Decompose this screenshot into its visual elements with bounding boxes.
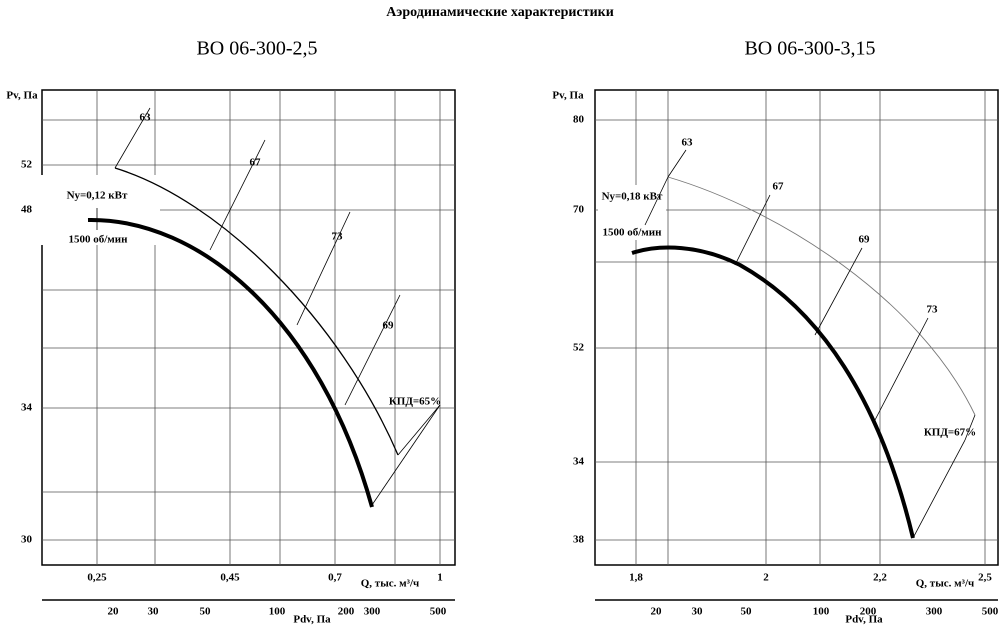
panel-title: ВО 06-300-2,5	[196, 38, 317, 60]
y-axis-label: Pv, Па	[552, 90, 584, 102]
pdv-tick-label: 30	[692, 606, 704, 618]
y-tick-label: 70	[573, 204, 585, 216]
q-axis-label: Q, тыс. м³/ч	[361, 578, 419, 590]
panel-right: ВО 06-300-3,15 Pv, Па 80 70 52 34 38 1,8 2 2,2 2,5…	[552, 38, 999, 626]
q-tick-label: 0,25	[87, 572, 107, 584]
panel-left: ВО 06-300-2,5 Pv, Па 52 48 34 30 0,25 0,45 0,7 1 Q…	[6, 38, 456, 626]
efficiency-label: 69	[383, 320, 395, 332]
panel-title: ВО 06-300-3,15	[744, 38, 875, 60]
main-title: Аэродинамические характеристики	[386, 5, 614, 20]
q-tick-label: 2	[763, 572, 769, 584]
pdv-tick-label: 20	[108, 606, 120, 618]
q-tick-label: 1,8	[629, 572, 643, 584]
y-tick-label: 80	[573, 114, 585, 126]
pdv-axis-label: Pdv, Па	[845, 614, 883, 626]
pdv-tick-label: 100	[269, 606, 286, 618]
efficiency-label: 63	[140, 112, 152, 124]
pdv-tick-label: 200	[338, 606, 355, 618]
efficiency-label: 73	[332, 231, 344, 243]
q-tick-label: 0,7	[328, 572, 342, 584]
y-tick-label: 38	[573, 534, 585, 546]
q-tick-label: 2,2	[873, 572, 887, 584]
pdv-tick-label: 300	[364, 606, 381, 618]
y-tick-label: 48	[21, 204, 33, 216]
pdv-tick-label: 30	[148, 606, 160, 618]
pdv-tick-label: 200	[860, 606, 877, 618]
speed-label: 1500 об/мин	[603, 227, 663, 239]
y-tick-label: 30	[21, 534, 33, 546]
efficiency-label: 67	[250, 157, 262, 169]
q-axis-label: Q, тыс. м³/ч	[916, 578, 974, 590]
pdv-tick-label: 100	[813, 606, 830, 618]
y-tick-label: 34	[573, 456, 585, 468]
pdv-tick-label: 500	[430, 606, 447, 618]
efficiency-label: КПД=65%	[389, 396, 441, 408]
pdv-tick-label: 300	[926, 606, 943, 618]
efficiency-label: КПД=67%	[924, 427, 976, 439]
power-label: Ny=0,12 кВт	[67, 190, 128, 202]
pdv-tick-label: 50	[741, 606, 753, 618]
efficiency-label: 73	[927, 304, 939, 316]
power-label: Ny=0,18 кВт	[602, 191, 663, 203]
pdv-tick-label: 20	[651, 606, 663, 618]
efficiency-label: 69	[859, 234, 871, 246]
efficiency-label: 63	[682, 137, 694, 149]
q-tick-label: 2,5	[978, 572, 992, 584]
pdv-axis-label: Pdv, Па	[293, 614, 331, 626]
q-tick-label: 1	[437, 572, 443, 584]
pdv-tick-label: 500	[982, 606, 999, 618]
q-tick-label: 0,45	[220, 572, 240, 584]
efficiency-label: 67	[773, 181, 785, 193]
y-tick-label: 34	[21, 402, 33, 414]
y-tick-label: 52	[21, 159, 33, 171]
pdv-tick-label: 50	[200, 606, 212, 618]
y-axis-label: Pv, Па	[6, 90, 38, 102]
y-tick-label: 52	[573, 342, 585, 354]
speed-label: 1500 об/мин	[69, 234, 129, 246]
